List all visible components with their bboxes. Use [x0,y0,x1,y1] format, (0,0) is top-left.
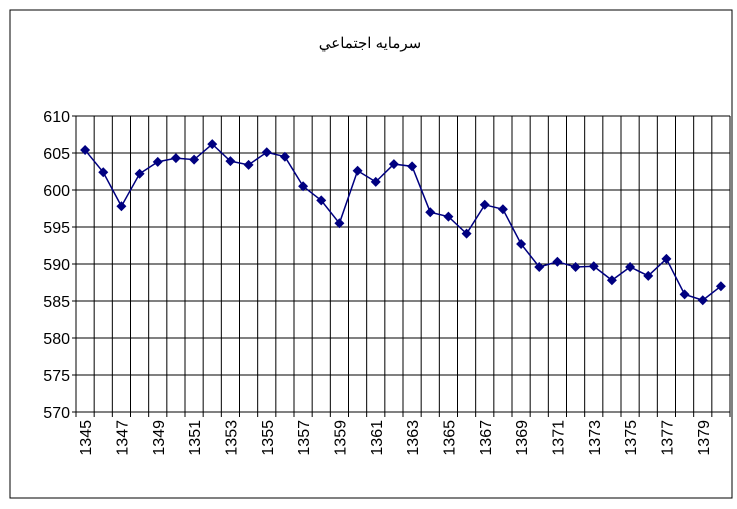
y-tick-label: 575 [43,368,70,385]
x-tick-label: 1349 [151,420,168,456]
y-tick-label: 600 [43,183,70,200]
x-tick-label: 1353 [223,420,240,456]
y-tick-label: 605 [43,146,70,163]
chart: سرمایه اجتماعي 570 575 580 585 590 595 600 605 6… [0,0,737,504]
x-tick-label: 1379 [696,420,713,456]
x-tick-label: 1377 [659,420,676,456]
x-tick-label: 1345 [78,420,95,456]
x-tick-label: 1357 [296,420,313,456]
x-tick-label: 1373 [587,420,604,456]
y-tick-label: 590 [43,257,70,274]
x-tick-label: 1359 [332,420,349,456]
y-tick-label: 580 [43,331,70,348]
y-tick-label: 595 [43,220,70,237]
x-tick-label: 1369 [514,420,531,456]
y-tick-label: 585 [43,294,70,311]
y-tick-label: 570 [43,405,70,422]
x-tick-label: 1363 [405,420,422,456]
x-tick-label: 1367 [478,420,495,456]
x-tick-label: 1365 [441,420,458,456]
x-tick-label: 1375 [623,420,640,456]
chart-title: سرمایه اجتماعي [319,35,422,52]
x-tick-label: 1351 [187,420,204,456]
y-tick-label: 610 [43,109,70,126]
x-tick-label: 1361 [369,420,386,456]
x-tick-label: 1355 [260,420,277,456]
x-tick-label: 1347 [114,420,131,456]
x-tick-label: 1371 [550,420,567,456]
